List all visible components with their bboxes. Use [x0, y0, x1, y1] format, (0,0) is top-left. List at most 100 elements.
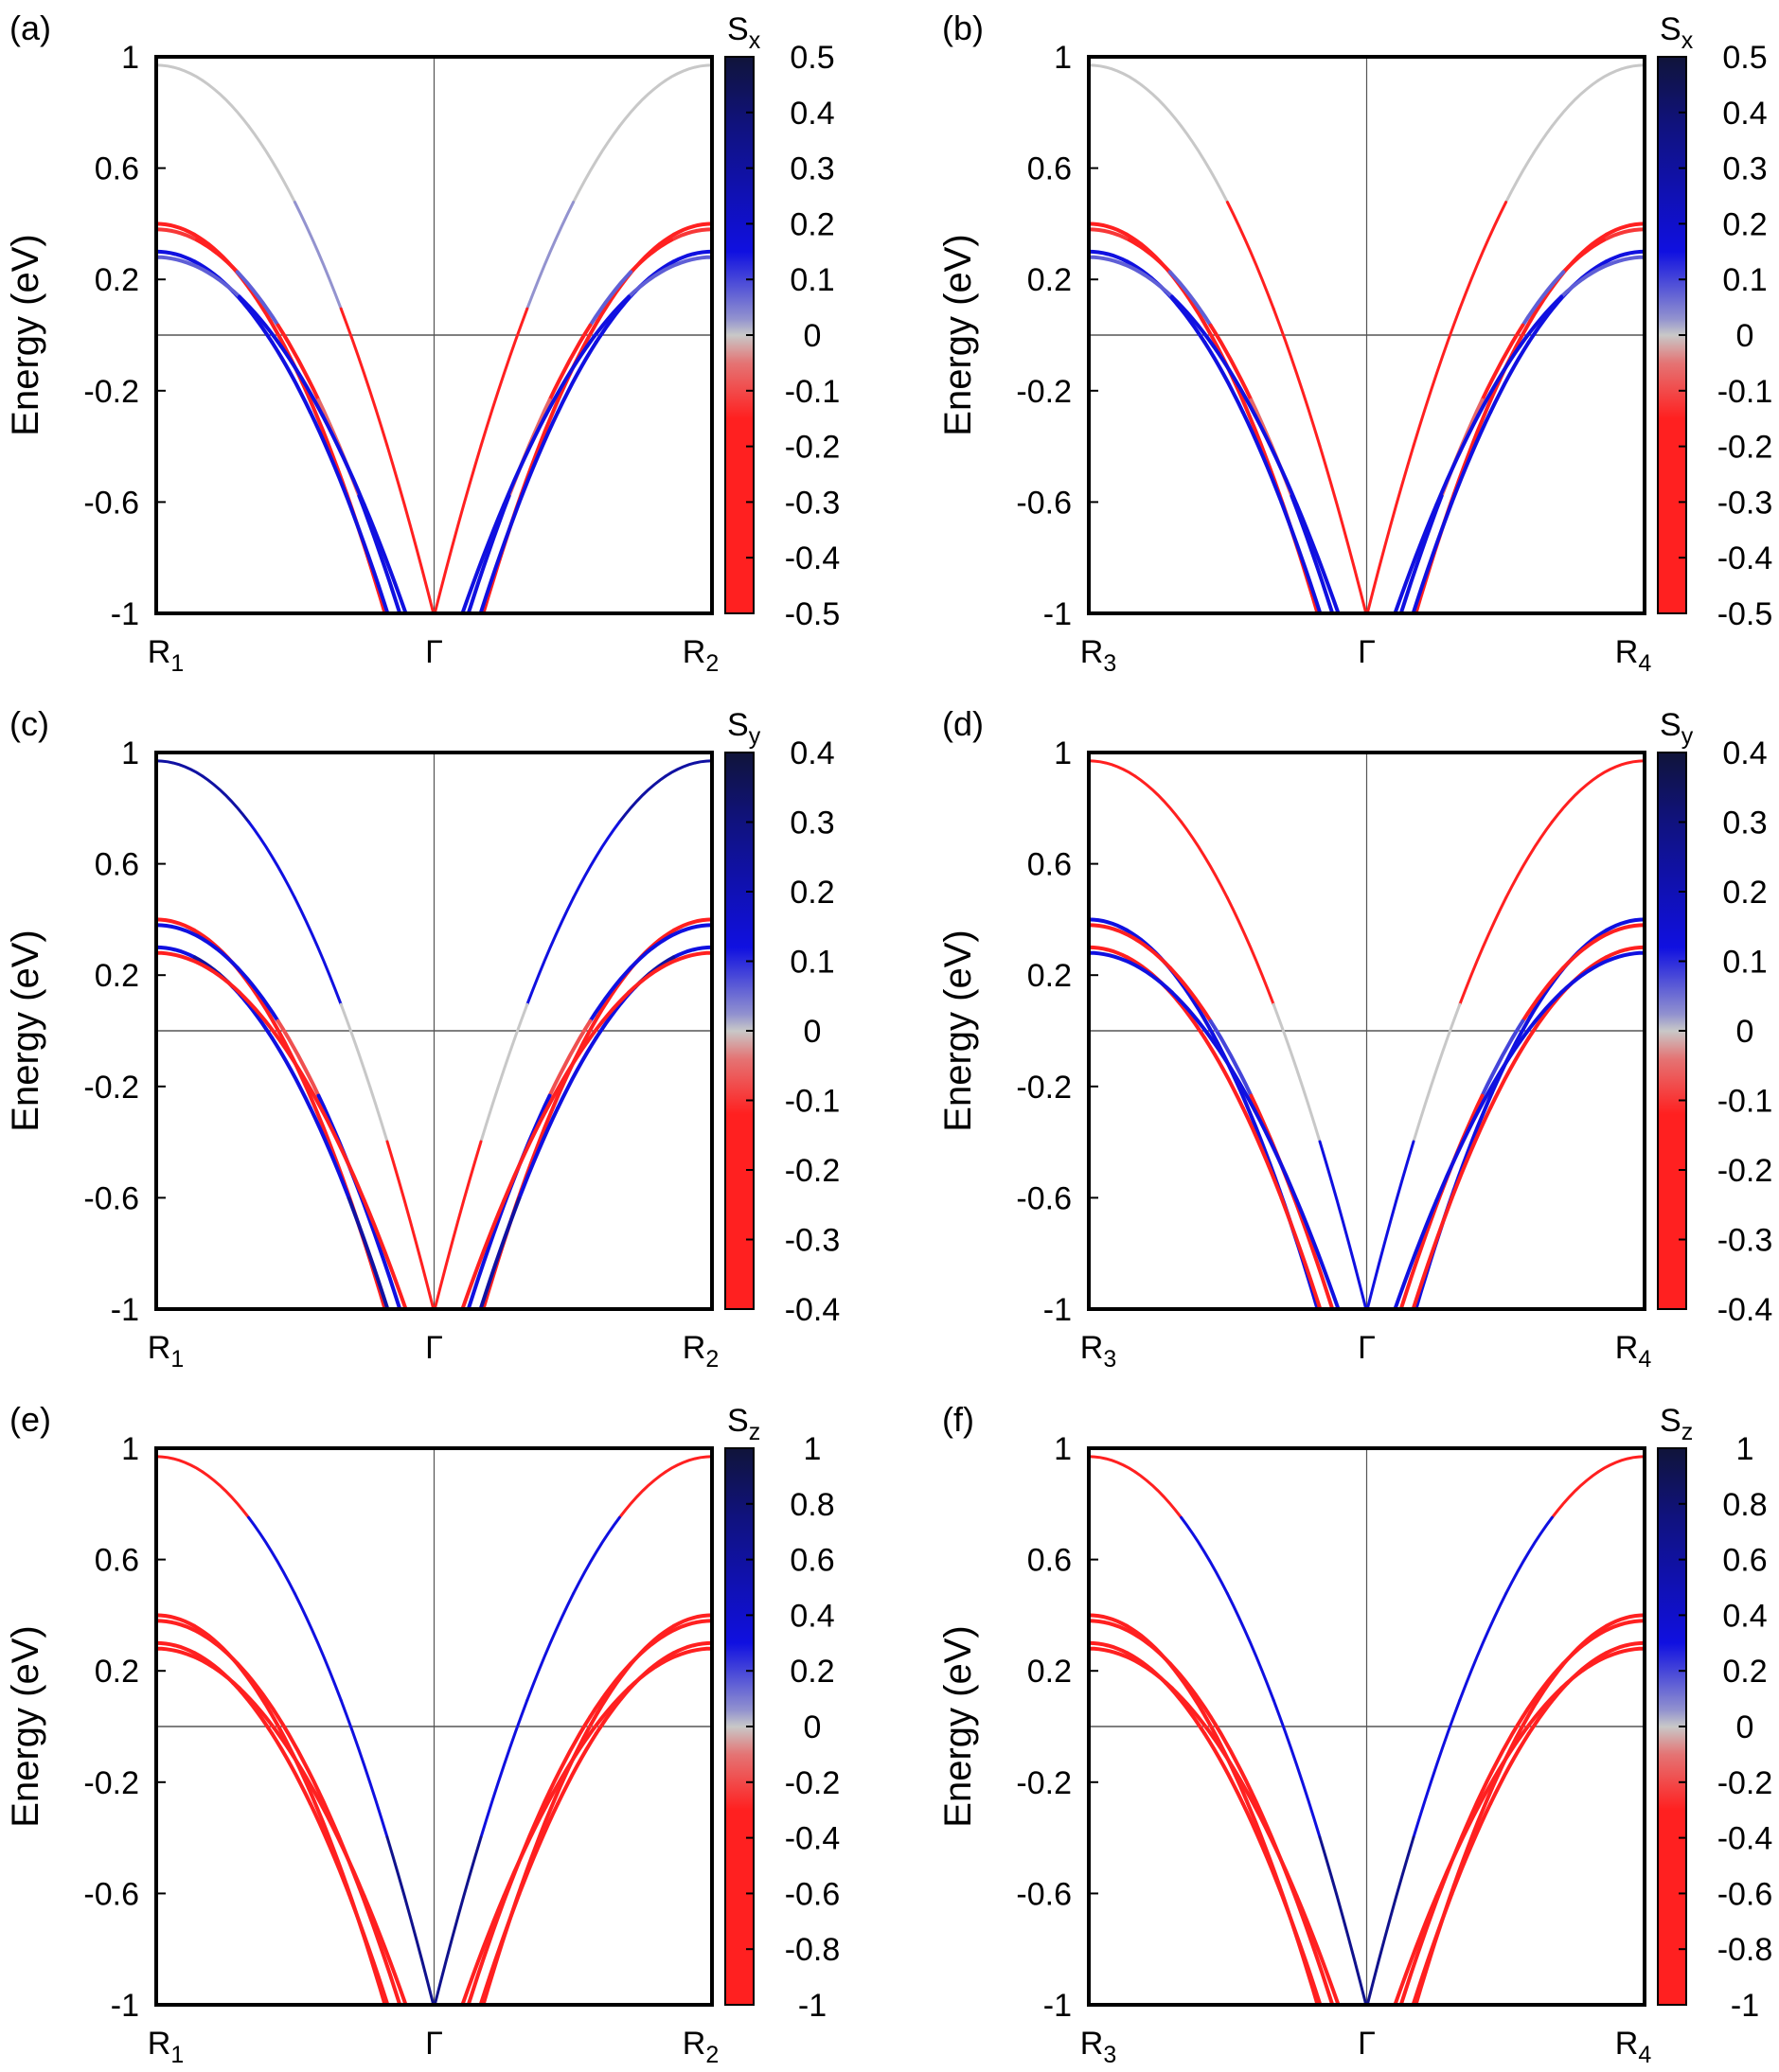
band-1-right-segment [572, 1515, 621, 1596]
band-1-left-segment [1133, 1470, 1183, 1519]
band-5-right-segment [627, 1656, 673, 1691]
k-point-subscript: 2 [705, 2042, 719, 2068]
band-1-left-segment [1089, 63, 1137, 82]
k-point-label: R2 [683, 634, 719, 677]
colorbar-tick-label: 1 [804, 1431, 822, 1467]
band-1-left-segment [293, 896, 343, 1006]
band-1-left-segment [247, 820, 296, 900]
y-tick-label: 1 [1054, 735, 1072, 771]
band-3-right-segment [1521, 270, 1566, 328]
y-tick-label: 0.6 [1027, 151, 1072, 187]
colorbar-tick-label: -0.6 [1717, 1876, 1773, 1912]
y-tick-label: 0.6 [95, 1543, 139, 1579]
band-3-right-segment [1561, 1629, 1607, 1666]
band-1-left-segment [1180, 820, 1229, 900]
colorbar-tick-label: -0.4 [1717, 1292, 1773, 1328]
colorbar-title-subscript: z [749, 1419, 761, 1445]
band-5-left-segment [320, 1804, 366, 1898]
colorbar-tick-label: -1 [798, 1988, 827, 2024]
band-5-left-segment [362, 1198, 408, 1309]
colorbar-title-subscript: x [749, 27, 761, 54]
k-point-subscript: 1 [170, 1346, 184, 1372]
band-3-left-segment [357, 1190, 402, 1309]
band-4-left-segment [156, 1640, 197, 1656]
band-4-right-segment [1411, 1196, 1454, 1309]
y-tick-label: -0.2 [83, 374, 139, 410]
k-point-subscript: 3 [1103, 2042, 1116, 2068]
panel-e: 1 0.6 0.2 -0.2 -0.6 -1 Energy (eV) (e) R1 Γ R2 1 0.8… [5, 1400, 840, 2068]
colorbar-tick-label: -0.4 [785, 1821, 841, 1857]
colorbar-title: Sy [1660, 707, 1694, 750]
colorbar-tick-label: -0.2 [785, 1153, 841, 1189]
colorbar-title: Sy [727, 707, 761, 750]
y-tick-label: -0.6 [1016, 1876, 1072, 1912]
band-4-left-segment [1202, 340, 1245, 415]
band-1-right-segment [1550, 774, 1600, 823]
band-4-left-segment [1202, 1731, 1245, 1806]
plot-frame [154, 751, 714, 1311]
k-point-subscript: 1 [170, 2042, 184, 2068]
band-1-right-segment [1504, 124, 1554, 204]
band-3-left-segment [1290, 494, 1335, 613]
colorbar-tick-label: 0.3 [1722, 806, 1767, 841]
band-4-right-segment [1604, 945, 1645, 960]
band-3-right-segment [1398, 1190, 1444, 1309]
panel-b: 1 0.6 0.2 -0.2 -0.6 -1 Energy (eV) (b) R3 Γ R4 0.5 0… [937, 9, 1772, 677]
colorbar-tick-label: 0.4 [1722, 1598, 1767, 1634]
band-3-right-segment [1561, 238, 1607, 274]
band-4-right-segment [1411, 501, 1454, 613]
band-5-right-segment [460, 1198, 507, 1309]
band-1-right-segment [1458, 1592, 1508, 1702]
band-4-left-segment [308, 1106, 351, 1201]
band-1-left-segment [1318, 1140, 1368, 1309]
band-1-right-segment [1504, 820, 1554, 900]
band-4-right-segment [1450, 1106, 1493, 1201]
band-1-right-segment [1458, 896, 1508, 1006]
band-1-left-segment [201, 774, 251, 823]
band-3-right-segment [1602, 1619, 1645, 1634]
band-1-right-segment [617, 1470, 667, 1519]
band-5-right-segment [1601, 950, 1645, 965]
band-3-left-segment [276, 1018, 321, 1098]
bands [1089, 1455, 1645, 2005]
band-4-left-segment [347, 501, 390, 613]
band-4-right-segment [478, 1196, 522, 1309]
band-5-left-segment [237, 990, 283, 1044]
band-5-right-segment [543, 1735, 590, 1809]
y-tick-label: -0.2 [1016, 1070, 1072, 1106]
colorbar-title: Sz [1660, 1403, 1693, 1445]
band-4-right-segment [517, 1106, 560, 1201]
band-1-right-segment [1596, 759, 1645, 778]
k-point-subscript: 3 [1103, 1346, 1116, 1372]
y-axis-label: Energy (eV) [937, 930, 979, 1131]
band-3-left-segment [1089, 1619, 1131, 1634]
band-1-right-segment [664, 759, 712, 778]
band-3-left-segment [1127, 238, 1172, 274]
band-3-right-segment [1521, 965, 1566, 1023]
band-5-left-segment [1169, 1686, 1216, 1740]
band-1-left-segment [1089, 759, 1137, 778]
band-2-left-segment [156, 221, 197, 237]
band-3-right-segment [1398, 1886, 1444, 2005]
band-5-right-segment [1476, 1735, 1522, 1809]
bands [1089, 63, 1645, 613]
band-4-right-segment [556, 1036, 598, 1110]
colorbar-tick-label: -0.4 [785, 540, 841, 576]
band-5-left-segment [195, 961, 241, 995]
band-5-left-segment [320, 413, 366, 506]
band-4-right-segment [671, 945, 712, 960]
plot-frame [1087, 751, 1646, 1311]
band-5-right-segment [502, 1804, 548, 1898]
band-1-left-segment [293, 1592, 343, 1702]
band-5-right-segment [1434, 1108, 1481, 1202]
band-4-left-segment [270, 1731, 312, 1806]
colorbar-tick-label: 0.3 [790, 151, 834, 187]
y-tick-label: -1 [1043, 1988, 1072, 2024]
band-3-right-segment [547, 1018, 593, 1098]
band-1-right-segment [1504, 1515, 1554, 1596]
band-1-right-segment [1596, 1455, 1645, 1474]
band-5-left-segment [320, 1108, 366, 1202]
band-3-right-segment [466, 1190, 511, 1309]
band-5-right-segment [1518, 990, 1564, 1044]
y-tick-label: 0.6 [95, 847, 139, 883]
